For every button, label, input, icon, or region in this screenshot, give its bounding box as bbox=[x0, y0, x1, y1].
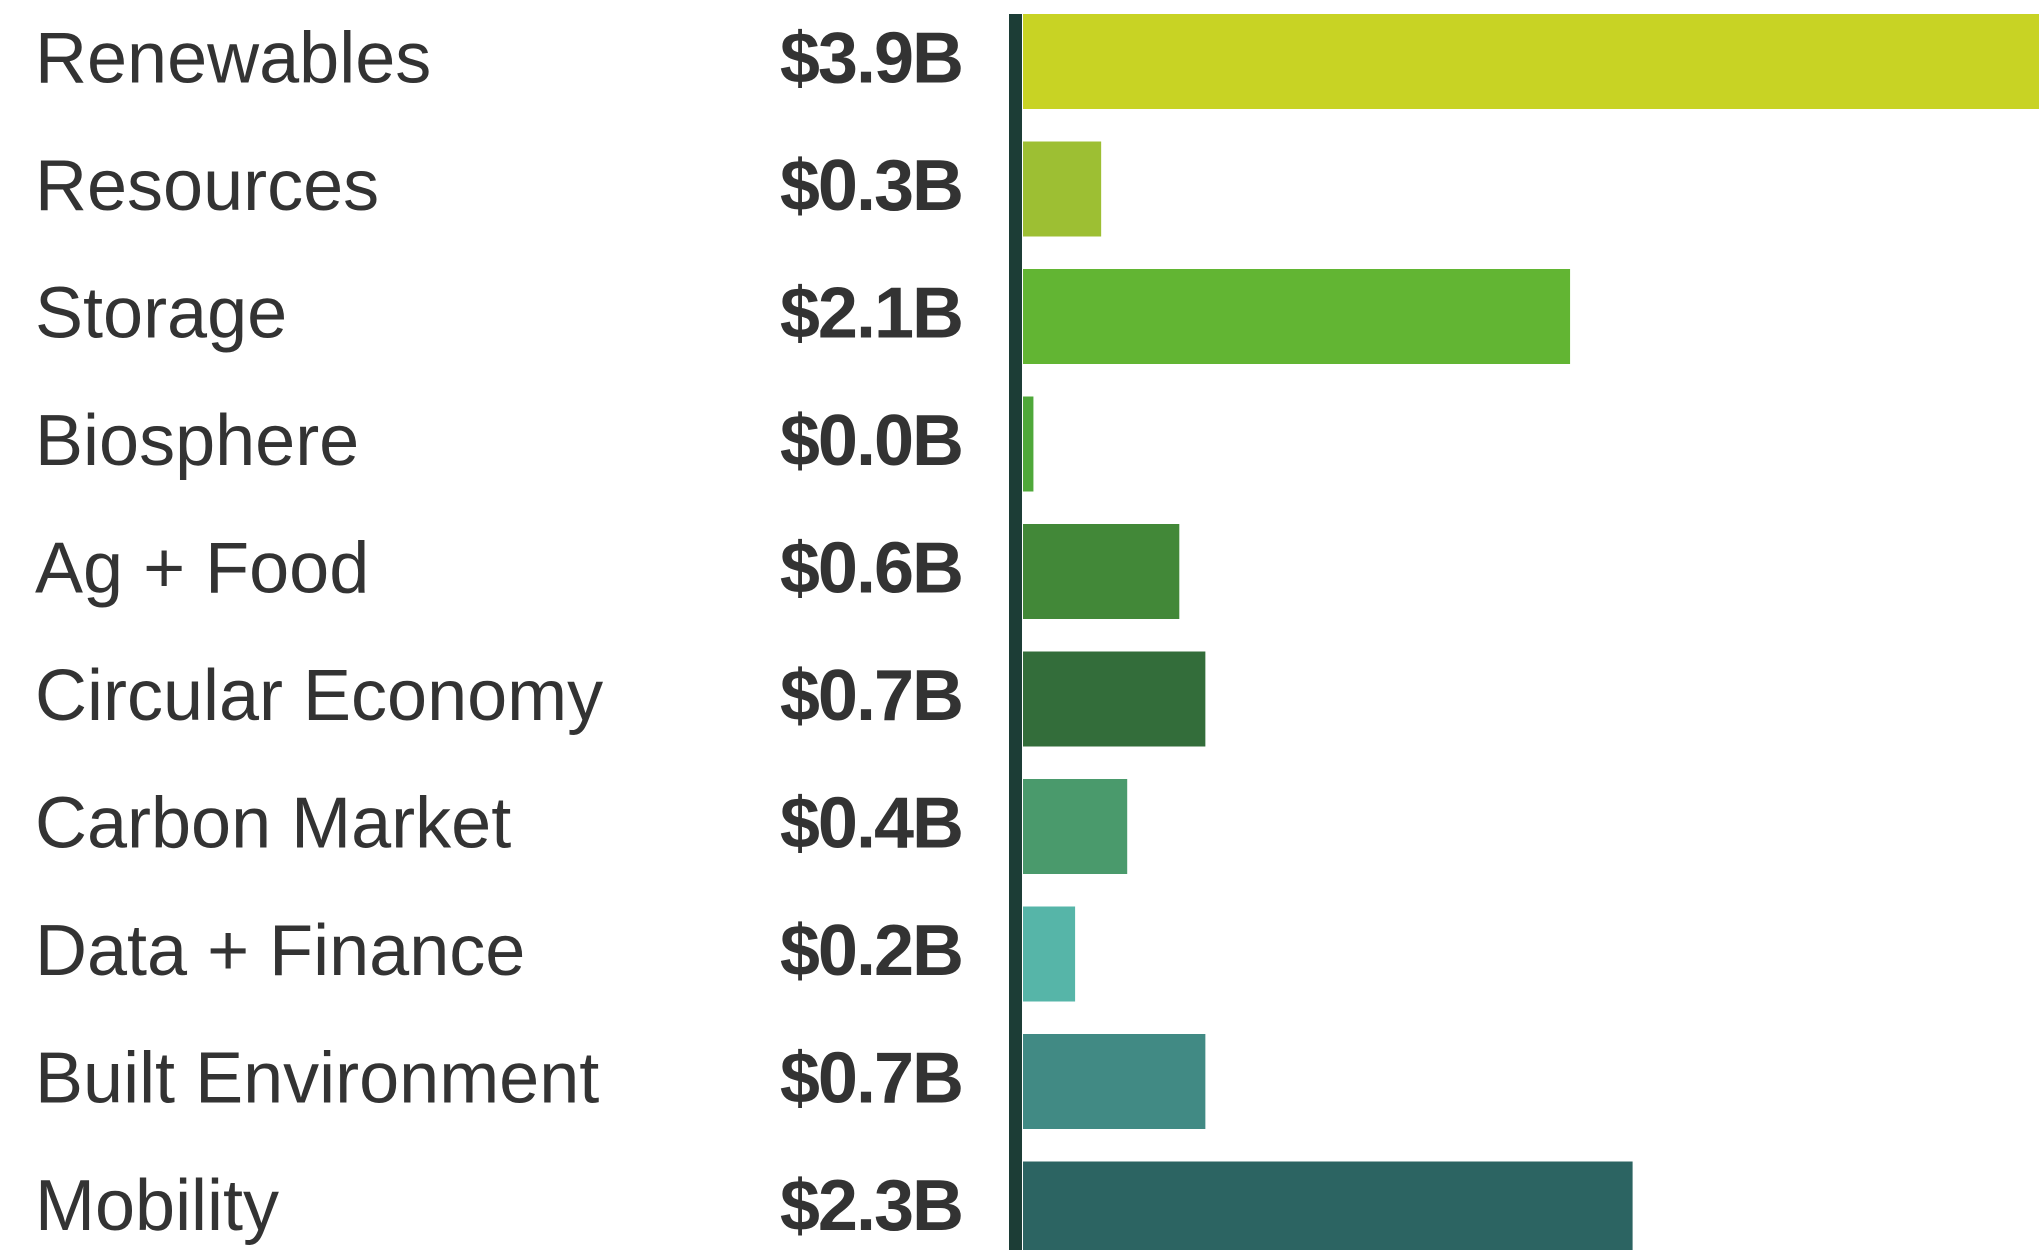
category-label: Mobility bbox=[35, 1166, 279, 1246]
bar bbox=[1023, 14, 2039, 109]
bar bbox=[1023, 396, 1034, 492]
bar bbox=[1023, 779, 1128, 874]
value-label: $0.6B bbox=[780, 529, 962, 609]
category-label: Circular Economy bbox=[35, 656, 603, 736]
category-label: Storage bbox=[35, 274, 287, 354]
bar bbox=[1023, 141, 1102, 237]
category-label: Renewables bbox=[35, 19, 431, 99]
bar bbox=[1023, 1161, 1633, 1250]
bar bbox=[1023, 906, 1076, 1002]
value-label: $0.3B bbox=[780, 146, 962, 226]
category-label: Biosphere bbox=[35, 401, 359, 481]
value-label: $0.0B bbox=[780, 401, 962, 481]
category-label: Resources bbox=[35, 146, 379, 226]
value-label: $0.2B bbox=[780, 911, 962, 991]
value-label: $0.4B bbox=[780, 784, 962, 864]
category-label: Built Environment bbox=[35, 1039, 599, 1119]
bar bbox=[1023, 269, 1571, 364]
bar bbox=[1023, 524, 1180, 619]
category-label: Ag + Food bbox=[35, 529, 369, 609]
axis-line bbox=[1009, 14, 1022, 1250]
value-label: $2.1B bbox=[780, 274, 962, 354]
category-label: Carbon Market bbox=[35, 784, 511, 864]
bar bbox=[1023, 651, 1206, 747]
category-label: Data + Finance bbox=[35, 911, 525, 991]
value-label: $3.9B bbox=[780, 19, 962, 99]
value-label: $0.7B bbox=[780, 656, 962, 736]
value-label: $2.3B bbox=[780, 1166, 962, 1246]
bar bbox=[1023, 1034, 1206, 1129]
value-label: $0.7B bbox=[780, 1039, 962, 1119]
